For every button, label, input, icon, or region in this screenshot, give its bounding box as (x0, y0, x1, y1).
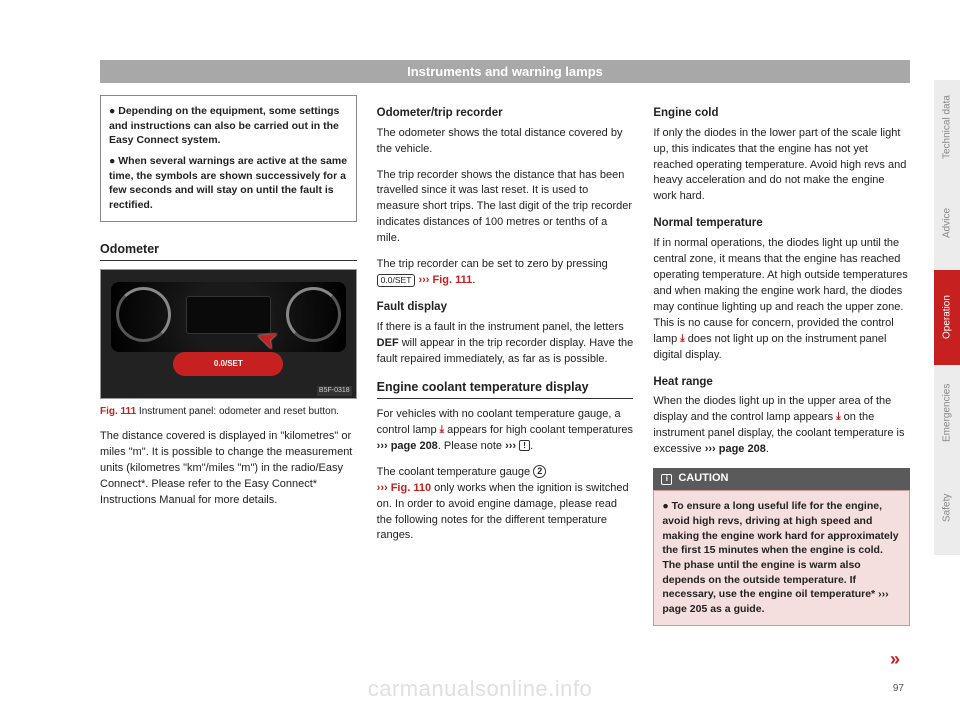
tab-advice[interactable]: Advice (934, 175, 960, 270)
figure-tag: B5F-0318 (317, 386, 352, 396)
p3-ref: ››› Fig. 111 (415, 274, 472, 286)
note-p2: ● When several warnings are active at th… (109, 154, 348, 213)
col3-p3: When the diodes light up in the upper ar… (653, 394, 910, 458)
col2-p2: The trip recorder shows the distance tha… (377, 168, 634, 248)
content-columns: ● Depending on the equipment, some setti… (100, 95, 910, 626)
col2-p4: If there is a fault in the instrument pa… (377, 320, 634, 368)
p3-ref: ››› page 208 (705, 443, 766, 455)
note-p1: ● Depending on the equipment, some setti… (109, 104, 348, 148)
caution-text-a: ● To ensure a long useful life for the e… (662, 500, 898, 600)
column-3: Engine cold If only the diodes in the lo… (653, 95, 910, 626)
p3a: The trip recorder can be set to zero by … (377, 258, 608, 270)
col2-p5: For vehicles with no coolant temperature… (377, 407, 634, 455)
h-odometer-trip: Odometer/trip recorder (377, 105, 634, 122)
col3-p1: If only the diodes in the lower part of … (653, 126, 910, 206)
p2a: If in normal operations, the diodes ligh… (653, 237, 907, 345)
caution-header: i CAUTION (653, 468, 910, 490)
p5d: . (530, 440, 533, 452)
circle-2: 2 (533, 465, 546, 478)
gauge-right (286, 287, 341, 342)
page-number: 97 (893, 683, 904, 694)
caution-label: CAUTION (678, 471, 728, 487)
p5-ref2: ››› (505, 440, 519, 452)
continue-marker: » (890, 649, 900, 670)
h-fault: Fault display (377, 299, 634, 316)
p5c: . Please note (438, 440, 505, 452)
h-heat: Heat range (653, 374, 910, 391)
side-tabs: Technical data Advice Operation Emergenc… (934, 80, 960, 555)
caution-text-b: as a guide. (707, 603, 764, 615)
col3-p2: If in normal operations, the diodes ligh… (653, 236, 910, 364)
column-2: Odometer/trip recorder The odometer show… (377, 95, 634, 626)
p5-ref: ››› page 208 (377, 440, 438, 452)
watermark: carmanualsonline.info (0, 676, 960, 702)
p4-def: DEF (377, 337, 399, 349)
tab-technical[interactable]: Technical data (934, 80, 960, 175)
p3c: . (766, 443, 769, 455)
p6-ref: ››› Fig. 110 (377, 482, 431, 494)
figure-caption: Fig. 111 Instrument panel: odometer and … (100, 405, 357, 420)
column-1: ● Depending on the equipment, some setti… (100, 95, 357, 626)
tab-operation[interactable]: Operation (934, 270, 960, 365)
col1-body: The distance covered is displayed in "ki… (100, 429, 357, 509)
caution-icon: i (661, 474, 672, 485)
tab-safety[interactable]: Safety (934, 460, 960, 555)
tab-emergencies[interactable]: Emergencies (934, 365, 960, 460)
col2-p6: The coolant temperature gauge 2 ››› Fig.… (377, 465, 634, 545)
col2-p3: The trip recorder can be set to zero by … (377, 257, 634, 289)
caution-body: ● To ensure a long useful life for the e… (653, 490, 910, 626)
page-header: Instruments and warning lamps (100, 60, 910, 83)
p5b: appears for high coolant temperatures (444, 424, 633, 436)
section-coolant: Engine coolant temperature display (377, 378, 634, 399)
set-button-inline: 0.0/SET (377, 274, 416, 287)
section-odometer: Odometer (100, 240, 357, 261)
h-cold: Engine cold (653, 105, 910, 122)
p4a: If there is a fault in the instrument pa… (377, 321, 624, 333)
instrument-cluster (111, 282, 346, 352)
figure-111: 0.0/SET ➤ B5F-0318 (100, 269, 357, 399)
h-normal: Normal temperature (653, 215, 910, 232)
col2-p1: The odometer shows the total distance co… (377, 126, 634, 158)
p6a: The coolant temperature gauge (377, 466, 534, 478)
info-icon: ! (519, 440, 530, 451)
note-box: ● Depending on the equipment, some setti… (100, 95, 357, 222)
p2b: does not light up on the instrument pane… (653, 333, 886, 361)
p3b: . (472, 274, 475, 286)
gauge-left (116, 287, 171, 342)
caption-text: Instrument panel: odometer and reset but… (136, 406, 339, 417)
caption-fignum: Fig. 111 (100, 406, 136, 417)
caution-block: i CAUTION ● To ensure a long useful life… (653, 468, 910, 625)
p4b: will appear in the trip recorder display… (377, 337, 634, 365)
manual-page: Instruments and warning lamps ● Dependin… (0, 0, 960, 708)
